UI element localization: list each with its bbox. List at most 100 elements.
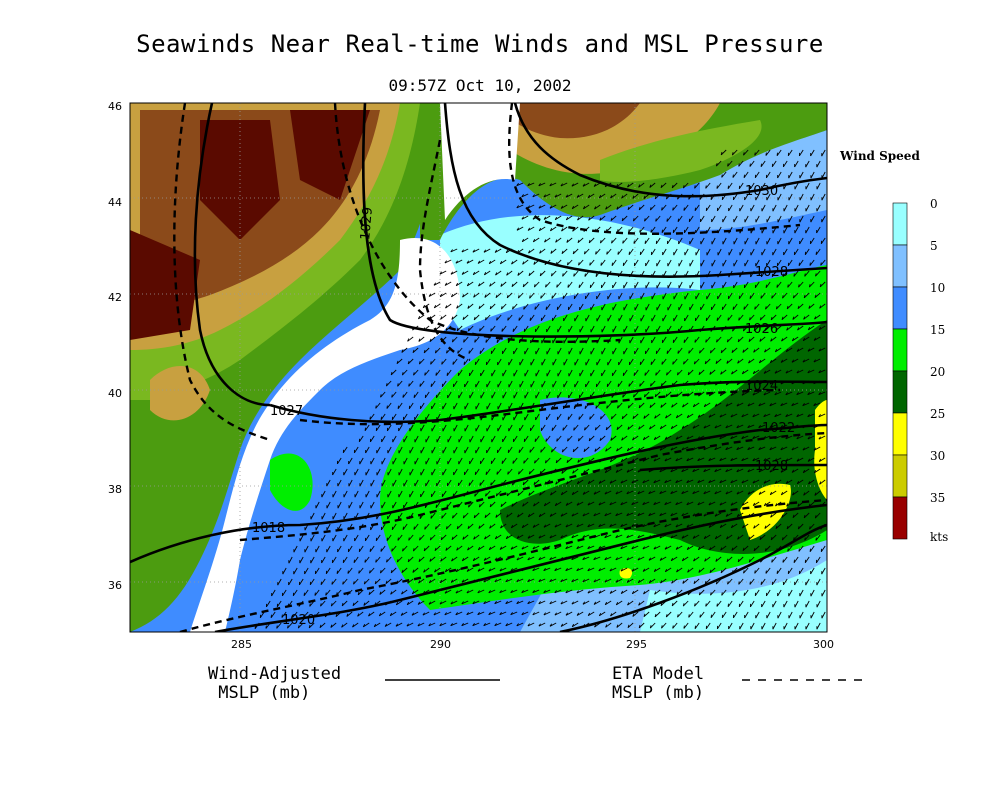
- wind-vector: [736, 446, 744, 451]
- wind-vector-head: [736, 447, 739, 450]
- wind-vector: [488, 567, 496, 572]
- wind-vector-head: [598, 590, 602, 594]
- wind-vector: [527, 226, 535, 231]
- wind-vector: [452, 336, 458, 343]
- island: [201, 415, 226, 473]
- wind-vector-head: [736, 425, 739, 429]
- wind-vector: [376, 468, 381, 476]
- wind-vector: [434, 303, 441, 309]
- wind-vector: [430, 358, 436, 365]
- wind-vector: [716, 600, 722, 607]
- wind-vector: [400, 611, 408, 616]
- wind-vector: [401, 567, 408, 574]
- wind-vector-head: [489, 525, 492, 529]
- wind-vector: [354, 534, 359, 542]
- wind-vector: [670, 556, 678, 562]
- wind-vector-head: [791, 337, 795, 342]
- wind-vector: [755, 215, 760, 223]
- wind-vector: [683, 358, 689, 365]
- wind-vector: [675, 545, 683, 550]
- wind-vector-head: [297, 625, 300, 629]
- wind-vector: [276, 600, 282, 608]
- wind-vector-head: [490, 482, 492, 486]
- wind-vector: [381, 501, 386, 509]
- wind-vector-head: [813, 469, 817, 474]
- wind-vector-head: [571, 205, 575, 209]
- wind-vector-head: [714, 469, 717, 472]
- wind-vector: [664, 523, 672, 528]
- wind-vector: [738, 160, 744, 167]
- wind-vector: [370, 479, 375, 487]
- wind-vector: [387, 512, 392, 520]
- wind-vector: [638, 182, 645, 188]
- wind-vector: [675, 523, 683, 528]
- wind-vector: [664, 479, 672, 484]
- wind-vector: [776, 567, 782, 574]
- wind-vector: [516, 226, 524, 231]
- wind-vector-head: [565, 216, 569, 221]
- wind-vector: [626, 534, 634, 539]
- wind-vector-head: [389, 612, 393, 616]
- wind-vector-head: [714, 403, 718, 407]
- wind-vector: [527, 182, 535, 187]
- wind-vector-head: [598, 568, 601, 572]
- wind-vector: [386, 534, 392, 541]
- wind-vector: [783, 204, 788, 212]
- wind-vector: [588, 457, 595, 463]
- wind-vector: [627, 446, 634, 452]
- wind-vector: [708, 413, 716, 418]
- wind-vector: [431, 424, 436, 432]
- wind-vector: [546, 369, 551, 377]
- wind-vector-head: [803, 316, 806, 320]
- wind-vector: [618, 292, 623, 300]
- wind-vector: [343, 490, 348, 498]
- wind-vector-head: [699, 614, 701, 618]
- wind-vector: [717, 292, 722, 300]
- wind-vector-head: [375, 559, 377, 563]
- wind-vector: [788, 171, 793, 179]
- wind-vector-head: [763, 502, 767, 507]
- wind-vector-head: [510, 546, 514, 550]
- wind-vector-head: [461, 249, 464, 253]
- wind-vector: [304, 545, 309, 553]
- wind-vector: [606, 402, 612, 409]
- wind-vector: [769, 490, 777, 496]
- wind-vector: [407, 578, 414, 584]
- wind-vector-head: [593, 491, 597, 495]
- wind-vector-head: [485, 339, 487, 343]
- wind-vector-head: [615, 579, 619, 583]
- wind-vector: [797, 523, 804, 530]
- wind-vector: [763, 391, 771, 396]
- wind-vector: [508, 402, 513, 410]
- wind-vector-head: [523, 306, 525, 310]
- wind-vector: [486, 358, 491, 366]
- wind-vector: [788, 193, 793, 201]
- wind-vector: [676, 391, 683, 397]
- wind-vector-head: [560, 513, 564, 517]
- wind-vector: [376, 446, 381, 454]
- wind-vector: [727, 160, 733, 167]
- wind-vector: [442, 424, 447, 432]
- wind-vector: [529, 446, 535, 453]
- wind-vector: [697, 501, 705, 506]
- wind-vector: [731, 523, 738, 529]
- wind-vector-head: [660, 184, 663, 188]
- wind-vector: [455, 611, 463, 616]
- wind-vector: [662, 314, 667, 322]
- wind-vector: [571, 578, 579, 583]
- wind-vector: [396, 358, 403, 365]
- wind-vector-head: [694, 603, 696, 607]
- wind-vector-head: [720, 349, 723, 354]
- wind-vector: [596, 314, 601, 322]
- wind-vector: [550, 248, 557, 254]
- wind-vector: [692, 490, 700, 495]
- wind-vector: [522, 281, 529, 288]
- wind-vector: [485, 314, 491, 321]
- wind-vector: [477, 259, 485, 264]
- wind-vector: [659, 446, 667, 451]
- wind-vector: [593, 490, 601, 495]
- wind-vector-head: [589, 416, 591, 420]
- wind-vector-head: [462, 515, 465, 519]
- wind-vector: [681, 468, 689, 473]
- wind-vector-head: [796, 370, 799, 374]
